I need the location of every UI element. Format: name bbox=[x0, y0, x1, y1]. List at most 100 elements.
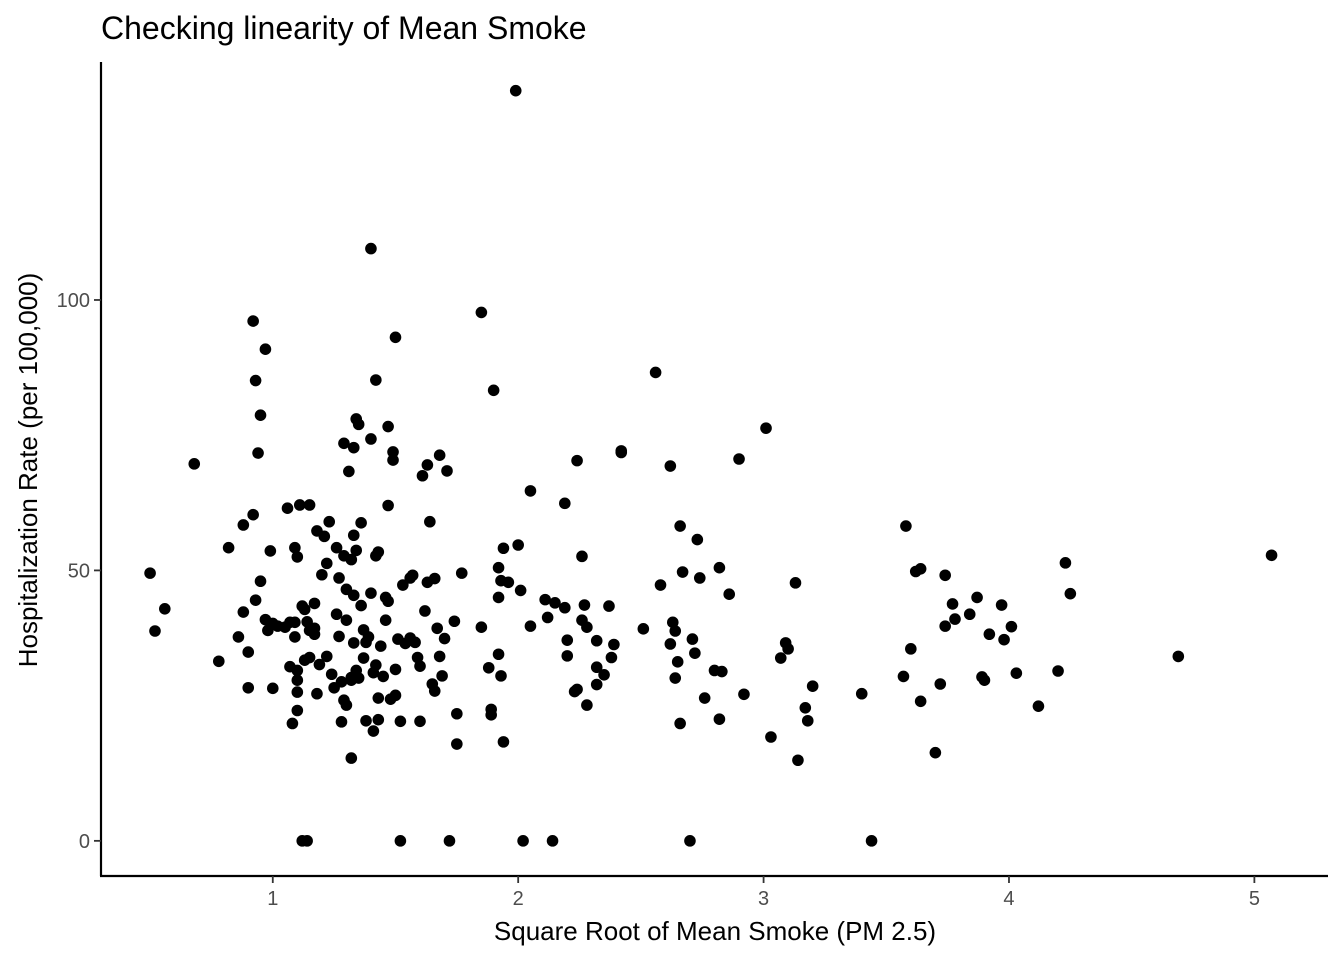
data-point bbox=[355, 517, 367, 529]
y-axis-ticks: 0 50 100 bbox=[57, 290, 101, 853]
data-point bbox=[914, 695, 927, 708]
data-point bbox=[347, 637, 360, 649]
data-point bbox=[441, 465, 453, 477]
data-point bbox=[370, 659, 382, 671]
data-point bbox=[242, 646, 255, 658]
data-point bbox=[671, 656, 684, 668]
data-point bbox=[578, 599, 591, 611]
data-point bbox=[855, 687, 868, 700]
data-point bbox=[684, 835, 696, 847]
data-point bbox=[311, 687, 323, 700]
data-point bbox=[372, 546, 385, 558]
data-point bbox=[237, 519, 250, 531]
data-point bbox=[723, 588, 736, 601]
data-point bbox=[303, 651, 316, 664]
data-point bbox=[561, 650, 574, 662]
data-point bbox=[774, 652, 787, 664]
data-point bbox=[350, 544, 363, 557]
data-point bbox=[313, 658, 326, 671]
data-point bbox=[362, 631, 375, 643]
data-point bbox=[512, 539, 524, 551]
data-point bbox=[357, 652, 370, 664]
data-point bbox=[424, 515, 436, 528]
data-point bbox=[159, 603, 171, 615]
data-point bbox=[983, 628, 996, 641]
data-point bbox=[509, 84, 522, 97]
data-point bbox=[939, 569, 951, 582]
data-point bbox=[546, 835, 559, 847]
data-point bbox=[416, 469, 429, 482]
data-point bbox=[289, 631, 301, 643]
data-point bbox=[293, 499, 306, 511]
data-point bbox=[897, 670, 910, 683]
data-point bbox=[497, 542, 510, 555]
data-point bbox=[259, 343, 272, 356]
data-point bbox=[782, 643, 794, 655]
data-point bbox=[320, 650, 333, 663]
data-point bbox=[291, 674, 304, 687]
data-point bbox=[298, 603, 311, 616]
data-point bbox=[905, 643, 917, 655]
x-tick-label: 4 bbox=[1003, 888, 1014, 910]
data-point bbox=[934, 678, 947, 690]
data-point bbox=[492, 591, 505, 604]
data-point bbox=[939, 620, 951, 632]
data-point bbox=[792, 754, 804, 767]
data-point bbox=[340, 699, 353, 711]
data-point bbox=[686, 633, 699, 645]
data-point bbox=[387, 446, 399, 458]
data-point bbox=[590, 661, 603, 674]
points-layer bbox=[144, 84, 1278, 847]
data-point bbox=[438, 632, 451, 645]
data-point bbox=[254, 409, 267, 421]
data-point bbox=[738, 688, 750, 701]
data-point bbox=[343, 465, 355, 478]
data-point bbox=[382, 595, 394, 608]
data-point bbox=[414, 660, 426, 672]
data-point bbox=[514, 584, 527, 597]
data-point bbox=[365, 587, 377, 599]
data-point bbox=[264, 545, 277, 557]
data-point bbox=[335, 716, 348, 728]
data-point bbox=[372, 713, 385, 726]
data-point bbox=[733, 453, 745, 465]
data-point bbox=[1032, 700, 1045, 712]
data-point bbox=[436, 670, 448, 682]
data-point bbox=[188, 458, 201, 470]
data-point bbox=[389, 331, 402, 344]
data-point bbox=[333, 630, 345, 643]
data-point bbox=[382, 499, 394, 512]
data-point bbox=[406, 569, 419, 582]
data-point bbox=[345, 752, 358, 764]
data-point bbox=[316, 568, 328, 581]
data-point bbox=[571, 683, 583, 696]
data-point bbox=[254, 575, 267, 588]
data-point bbox=[590, 678, 603, 691]
data-point bbox=[291, 664, 304, 677]
data-point bbox=[590, 634, 603, 647]
data-point bbox=[232, 631, 245, 643]
data-point bbox=[323, 515, 336, 528]
data-point bbox=[649, 366, 662, 379]
data-point bbox=[482, 661, 495, 674]
data-point bbox=[237, 606, 250, 618]
data-point bbox=[561, 634, 574, 646]
data-point bbox=[443, 835, 456, 847]
data-point bbox=[524, 620, 537, 632]
data-point bbox=[949, 613, 961, 625]
data-point bbox=[760, 422, 772, 434]
data-point bbox=[603, 600, 615, 612]
data-point bbox=[448, 615, 461, 628]
data-point bbox=[1052, 665, 1064, 677]
data-point bbox=[352, 672, 365, 684]
data-point bbox=[946, 598, 959, 610]
data-point bbox=[674, 520, 686, 532]
data-point bbox=[433, 449, 446, 462]
data-point bbox=[431, 622, 444, 635]
data-point bbox=[360, 714, 372, 727]
data-point bbox=[713, 561, 726, 574]
data-point bbox=[320, 557, 333, 570]
data-point bbox=[691, 533, 704, 546]
data-point bbox=[475, 306, 488, 319]
